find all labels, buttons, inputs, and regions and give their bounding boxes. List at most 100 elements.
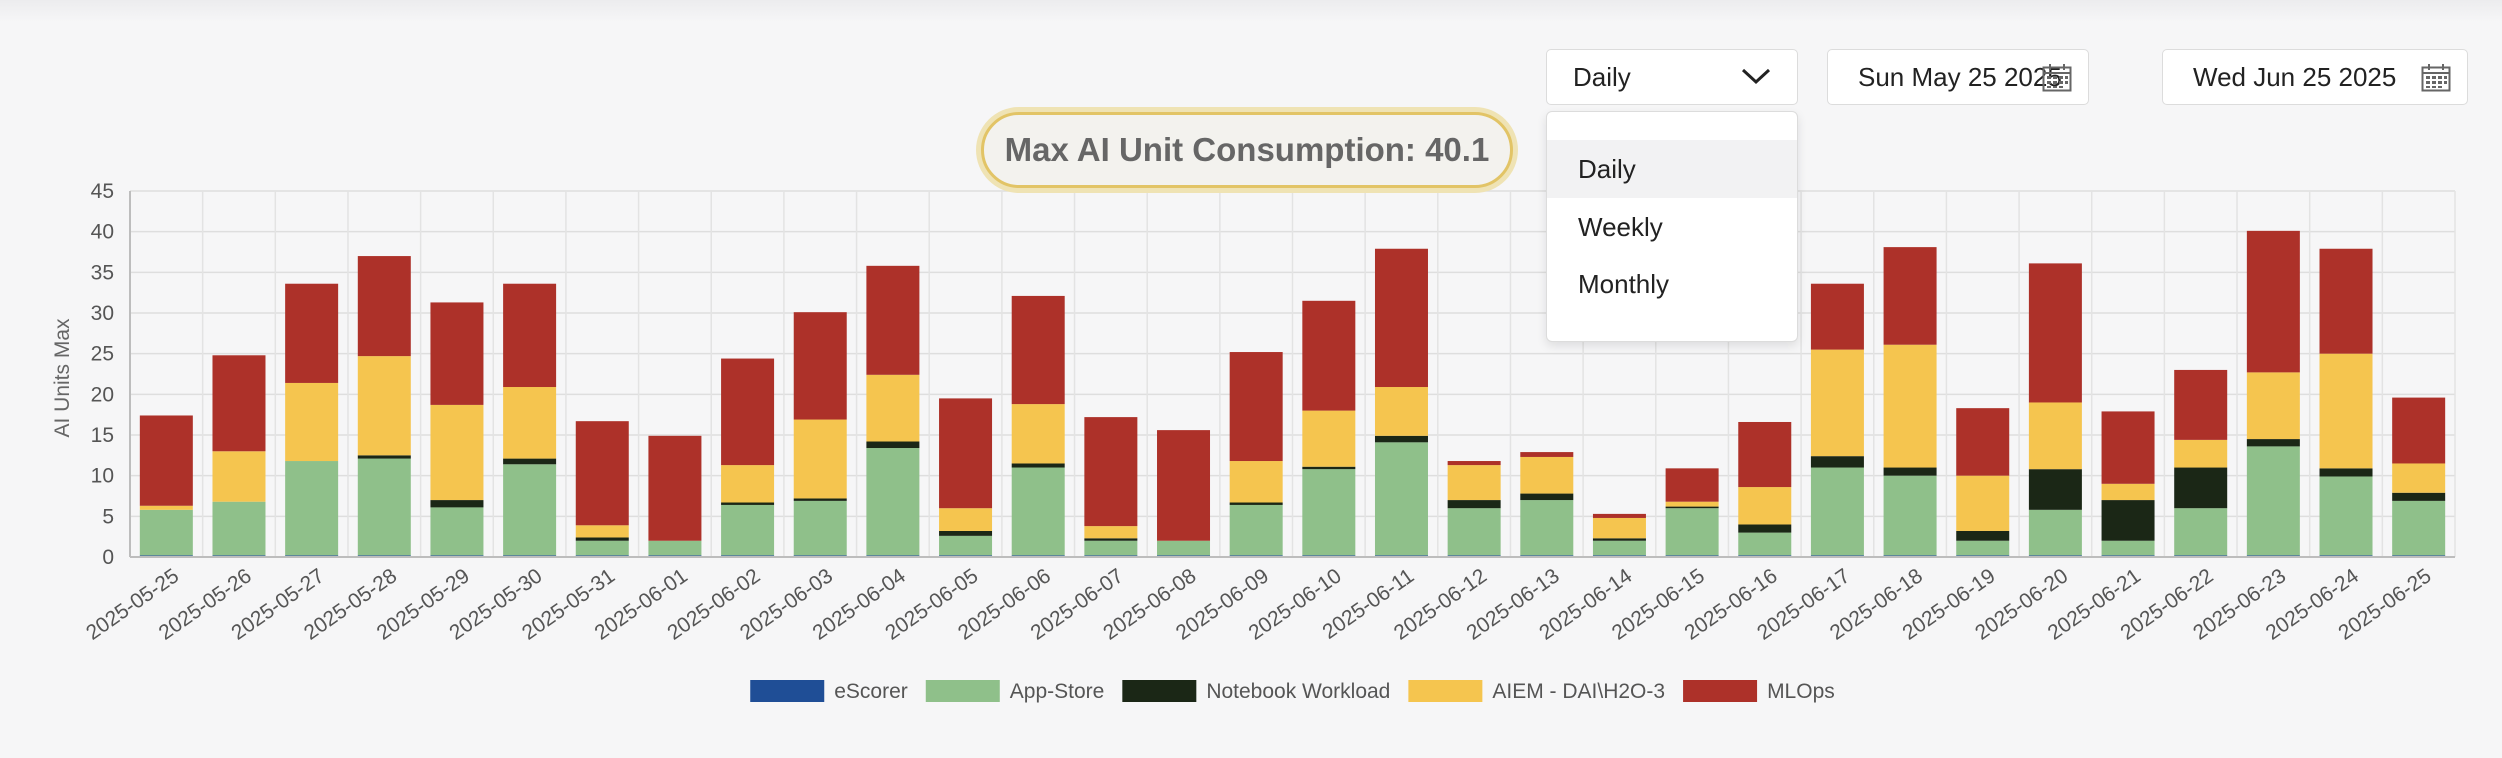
bar-segment	[1374, 387, 1428, 436]
bar-segment	[212, 355, 266, 452]
bar-segment	[721, 502, 775, 505]
bar-segment	[1011, 467, 1065, 556]
bar-segment	[648, 435, 702, 541]
max-consumption-badge: Max AI Unit Consumption: 40.1	[981, 112, 1513, 188]
bar-segment	[2392, 492, 2446, 501]
x-tick-labels: 2025-05-252025-05-262025-05-272025-05-28…	[82, 564, 2436, 645]
bar-segment	[1229, 504, 1283, 556]
bar-segment	[357, 455, 411, 459]
bar-segment	[139, 509, 193, 556]
bar-segment	[2319, 353, 2373, 469]
bar-segment	[939, 535, 993, 556]
bar-segment	[939, 398, 993, 509]
y-tick-label: 0	[102, 546, 114, 569]
y-tick-label: 5	[102, 505, 114, 528]
bar-segment	[503, 458, 557, 465]
bar-segment	[2101, 411, 2155, 484]
bar-segment	[1157, 430, 1211, 541]
bar-segment	[1447, 461, 1501, 466]
bar-segment	[357, 256, 411, 357]
bar-segment	[2028, 509, 2082, 556]
top-shadow	[0, 0, 2502, 22]
bar-segment	[793, 312, 847, 420]
y-tick-label: 45	[91, 180, 114, 203]
bar-segment	[575, 537, 629, 541]
bar-segment	[2319, 468, 2373, 477]
bar-segment	[575, 421, 629, 526]
y-tick-label: 25	[91, 343, 114, 366]
bar-segment	[866, 265, 920, 375]
bar-segment	[1302, 466, 1356, 470]
bar-segment	[793, 419, 847, 499]
period-option-daily[interactable]: Daily	[1547, 140, 1797, 198]
bar-segment	[430, 507, 484, 556]
calendar-icon[interactable]	[2421, 64, 2451, 92]
bar-segment	[721, 504, 775, 556]
period-option-weekly[interactable]: Weekly	[1578, 212, 1663, 242]
bar-segment	[503, 283, 557, 388]
bar-segment	[2319, 476, 2373, 556]
bar-segment	[1084, 417, 1138, 527]
period-dropdown-menu: Daily Weekly Monthly	[1546, 111, 1798, 342]
period-select[interactable]: Daily	[1546, 49, 1798, 105]
bar-segment	[1084, 540, 1138, 556]
bar-segment	[1302, 410, 1356, 467]
bar-segment	[1883, 475, 1937, 556]
bar-segment	[1665, 468, 1719, 502]
chart-legend: eScorer App-Store Notebook Workload AIEM - …	[750, 680, 1835, 703]
bar-segment	[2101, 540, 2155, 556]
calendar-icon[interactable]	[2042, 64, 2072, 92]
bar-segment	[1447, 500, 1501, 509]
bar-segment	[1592, 538, 1646, 541]
bar-segment	[1229, 502, 1283, 505]
bar-segment	[1157, 540, 1211, 556]
bar-segment	[2174, 369, 2228, 440]
bar-segment	[430, 302, 484, 405]
y-axis-label: AI Units Max	[51, 318, 74, 438]
legend-label: Notebook Workload	[1206, 680, 1390, 703]
bar-segment	[575, 540, 629, 556]
bar-segment	[139, 415, 193, 506]
start-date-picker[interactable]: Sun May 25 2025	[1827, 49, 2089, 105]
bar-segment	[2174, 439, 2228, 468]
bar-segment	[1956, 540, 2010, 556]
bar-segment	[2174, 508, 2228, 556]
bar-segment	[1738, 532, 1792, 556]
period-select-value: Daily	[1573, 61, 1631, 92]
period-option-monthly[interactable]: Monthly	[1578, 269, 1670, 299]
bar-segment	[503, 387, 557, 459]
legend-swatch	[750, 680, 825, 702]
bar-segment	[2392, 500, 2446, 556]
bar-segment	[1810, 283, 1864, 350]
bar-segment	[793, 498, 847, 501]
bar-segment	[1883, 344, 1937, 468]
bar-segment	[285, 382, 339, 462]
bar-segment	[503, 464, 557, 556]
bar-segment	[1592, 513, 1646, 518]
bar-segment	[793, 500, 847, 556]
bar-segment	[1011, 404, 1065, 464]
bar-segment	[1520, 452, 1574, 457]
bar-segment	[2101, 500, 2155, 541]
y-tick-label: 20	[91, 383, 114, 406]
legend-label: AIEM - DAI\H2O-3	[1492, 680, 1665, 703]
bar-segment	[357, 458, 411, 556]
bar-segment	[1520, 456, 1574, 494]
bar-segment	[1302, 300, 1356, 411]
bar-segment	[1011, 463, 1065, 468]
bar-segment	[1956, 408, 2010, 476]
legend-label: MLOps	[1767, 680, 1835, 703]
bar-segment	[866, 448, 920, 556]
bar-segment	[939, 508, 993, 531]
bar-segment	[1810, 456, 1864, 468]
bar-segment	[1956, 530, 2010, 541]
bar-segment	[866, 441, 920, 449]
bar-segment	[721, 465, 775, 503]
end-date-picker[interactable]: Wed Jun 25 2025	[2162, 49, 2468, 105]
bar-segment	[1665, 508, 1719, 556]
bar-segment	[285, 461, 339, 556]
bar-segment	[1302, 469, 1356, 556]
start-date-value: Sun May 25 2025	[1858, 61, 2062, 92]
bar-segment	[575, 525, 629, 538]
bar-segment	[2392, 463, 2446, 493]
